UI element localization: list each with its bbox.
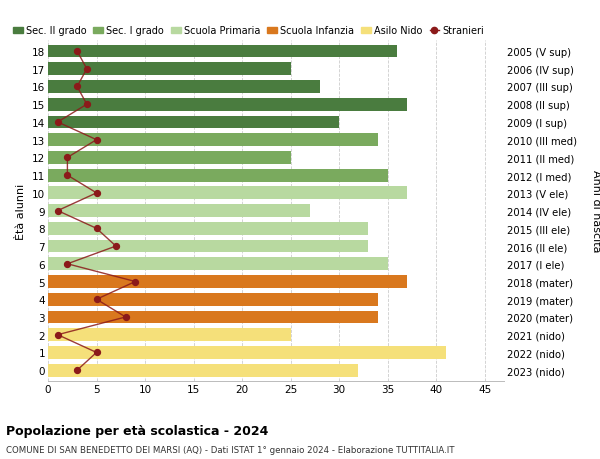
- Bar: [48, 169, 388, 182]
- Point: [111, 243, 121, 250]
- Bar: [48, 151, 290, 164]
- Bar: [48, 346, 446, 359]
- Point: [73, 48, 82, 56]
- Bar: [48, 329, 290, 341]
- Text: COMUNE DI SAN BENEDETTO DEI MARSI (AQ) - Dati ISTAT 1° gennaio 2024 - Elaborazio: COMUNE DI SAN BENEDETTO DEI MARSI (AQ) -…: [6, 445, 455, 454]
- Bar: [48, 99, 407, 112]
- Bar: [48, 45, 397, 58]
- Point: [92, 349, 101, 356]
- Point: [92, 296, 101, 303]
- Bar: [48, 187, 407, 200]
- Point: [92, 190, 101, 197]
- Y-axis label: Anni di nascita: Anni di nascita: [590, 170, 600, 252]
- Point: [82, 101, 92, 109]
- Point: [53, 119, 62, 126]
- Bar: [48, 275, 407, 288]
- Bar: [48, 116, 339, 129]
- Point: [73, 84, 82, 91]
- Point: [53, 207, 62, 215]
- Point: [131, 278, 140, 285]
- Bar: [48, 293, 378, 306]
- Point: [62, 261, 72, 268]
- Bar: [48, 223, 368, 235]
- Point: [82, 66, 92, 73]
- Legend: Sec. II grado, Sec. I grado, Scuola Primaria, Scuola Infanzia, Asilo Nido, Stran: Sec. II grado, Sec. I grado, Scuola Prim…: [9, 22, 488, 40]
- Bar: [48, 134, 378, 147]
- Bar: [48, 311, 378, 324]
- Bar: [48, 81, 320, 94]
- Point: [121, 313, 130, 321]
- Bar: [48, 364, 358, 377]
- Bar: [48, 240, 368, 253]
- Text: Popolazione per età scolastica - 2024: Popolazione per età scolastica - 2024: [6, 424, 268, 437]
- Bar: [48, 258, 388, 270]
- Point: [92, 137, 101, 144]
- Bar: [48, 205, 310, 218]
- Y-axis label: Ètà alunni: Ètà alunni: [16, 183, 26, 239]
- Point: [62, 172, 72, 179]
- Point: [73, 367, 82, 374]
- Point: [92, 225, 101, 233]
- Point: [53, 331, 62, 339]
- Point: [62, 154, 72, 162]
- Bar: [48, 63, 290, 76]
